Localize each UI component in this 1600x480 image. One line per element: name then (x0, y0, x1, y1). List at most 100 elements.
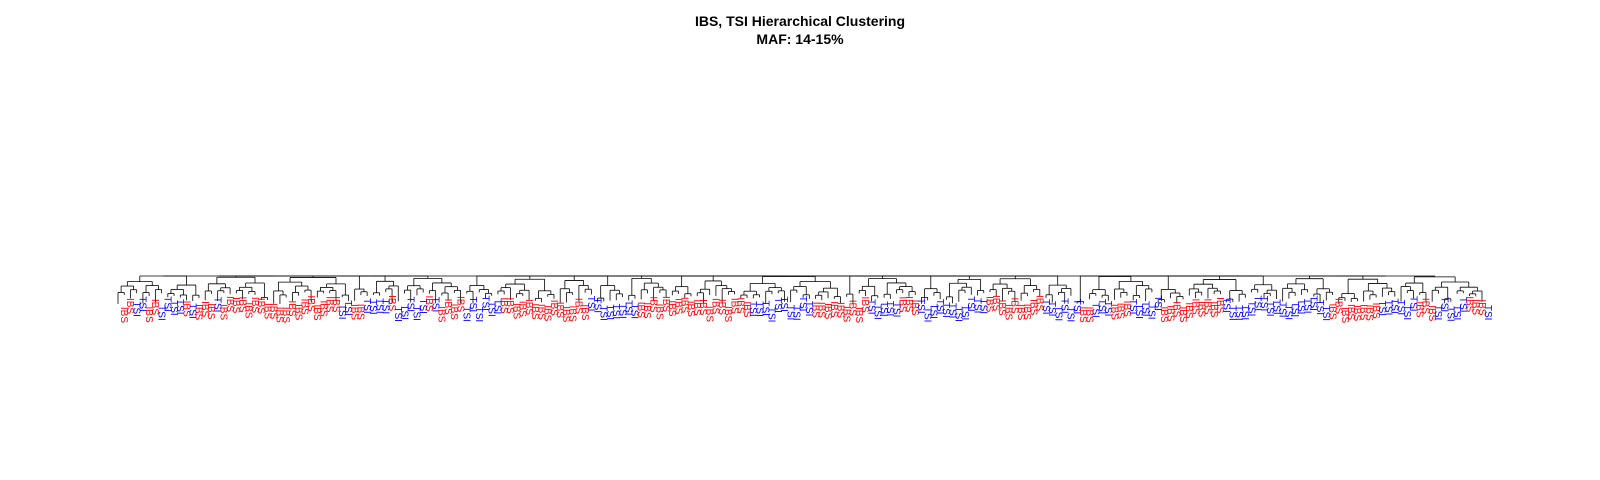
leaf-label-ibs: IBS (685, 301, 696, 317)
leaf-label-tsi: TSI (1457, 297, 1468, 313)
leaf-label-ibs: IBS (1357, 304, 1368, 320)
leaf-label-ibs: IBS (124, 298, 135, 314)
leaf-label-tsi: TSI (1482, 305, 1493, 321)
leaf-label-tsi: TSI (361, 298, 372, 314)
leaf-label-tsi: TSI (778, 296, 789, 312)
leaf-label-tsi: TSI (890, 302, 901, 318)
leaf-label-tsi: TSI (1445, 306, 1456, 322)
leaf-label-ibs: IBS (448, 304, 459, 320)
leaf-label-tsi: TSI (1146, 304, 1157, 320)
leaf-label-ibs: IBS (728, 298, 739, 314)
leaf-label-tsi: TSI (1096, 299, 1107, 315)
leaf-label-tsi: TSI (1139, 301, 1150, 317)
leaf-label-tsi: TSI (915, 298, 926, 314)
leaf-label-ibs: IBS (498, 297, 509, 313)
leaf-labels: IBSIBSTSITSIIBSIBSTSITSITSITSIIBSTSIIBSI… (118, 295, 1493, 323)
leaf-label-ibs: IBS (903, 296, 914, 312)
leaf-label-ibs: IBS (1345, 304, 1356, 320)
leaf-label-tsi: TSI (959, 305, 970, 321)
leaf-label-tsi: TSI (1071, 299, 1082, 315)
leaf-label-ibs: IBS (641, 302, 652, 318)
leaf-label-ibs: IBS (454, 296, 465, 312)
leaf-label-ibs: IBS (847, 300, 858, 316)
leaf-label-ibs: IBS (274, 307, 285, 323)
leaf-label-ibs: IBS (261, 303, 272, 319)
leaf-label-tsi: TSI (1258, 296, 1269, 312)
leaf-label-ibs: IBS (292, 304, 303, 320)
leaf-label-ibs: IBS (735, 297, 746, 313)
leaf-label-ibs: IBS (1158, 306, 1169, 322)
leaf-label-tsi: TSI (380, 299, 391, 315)
leaf-label-ibs: IBS (1002, 304, 1013, 320)
leaf-label-ibs: IBS (280, 307, 291, 323)
leaf-label-tsi: TSI (1052, 306, 1063, 322)
leaf-label-ibs: IBS (666, 300, 677, 316)
leaf-label-ibs: IBS (1164, 305, 1175, 321)
leaf-label-ibs: IBS (1326, 303, 1337, 319)
leaf-label-tsi: TSI (616, 303, 627, 319)
leaf-label-tsi: TSI (585, 296, 596, 312)
leaf-label-ibs: IBS (149, 299, 160, 315)
leaf-label-tsi: TSI (1407, 296, 1418, 312)
leaf-label-tsi: TSI (1301, 298, 1312, 314)
leaf-label-tsi: TSI (878, 301, 889, 317)
leaf-label-tsi: TSI (162, 296, 173, 312)
leaf-label-tsi: TSI (429, 297, 440, 313)
leaf-label-tsi: TSI (1314, 300, 1325, 316)
leaf-label-tsi: TSI (747, 301, 758, 317)
leaf-label-tsi: TSI (1252, 295, 1263, 311)
leaf-label-tsi: TSI (946, 303, 957, 319)
leaf-label-tsi: TSI (1395, 300, 1406, 316)
leaf-label-tsi: TSI (604, 305, 615, 321)
leaf-label-ibs: IBS (205, 303, 216, 319)
leaf-label-ibs: IBS (1171, 301, 1182, 317)
leaf-label-ibs: IBS (255, 298, 266, 314)
leaf-label-tsi: TSI (473, 307, 484, 323)
leaf-label-ibs: IBS (834, 302, 845, 318)
leaf-label-tsi: TSI (1264, 301, 1275, 317)
leaf-label-tsi: TSI (187, 303, 198, 319)
leaf-label-tsi: TSI (398, 304, 409, 320)
leaf-label-tsi: TSI (1308, 295, 1319, 311)
leaf-label-tsi: TSI (934, 299, 945, 315)
leaf-label-ibs: IBS (859, 297, 870, 313)
leaf-label-tsi: TSI (760, 300, 771, 316)
leaf-label-ibs: IBS (828, 301, 839, 317)
leaf-label-tsi: TSI (137, 296, 148, 312)
leaf-label-tsi: TSI (1401, 305, 1412, 321)
leaf-label-ibs: IBS (1177, 306, 1188, 322)
leaf-label-tsi: TSI (921, 307, 932, 323)
chart-title: IBS, TSI Hierarchical Clustering (694, 13, 906, 29)
leaf-label-tsi: TSI (1289, 302, 1300, 318)
leaf-label-ibs: IBS (1108, 304, 1119, 320)
leaf-label-tsi: TSI (1102, 301, 1113, 317)
leaf-label-ibs: IBS (809, 302, 820, 318)
leaf-label-ibs: IBS (1196, 301, 1207, 317)
leaf-label-ibs: IBS (199, 301, 210, 317)
leaf-label-ibs: IBS (218, 304, 229, 320)
leaf-label-ibs: IBS (230, 297, 241, 313)
leaf-label-tsi: TSI (622, 300, 633, 316)
leaf-label-ibs: IBS (984, 296, 995, 312)
leaf-label-ibs: IBS (1426, 305, 1437, 321)
leaf-label-ibs: IBS (542, 305, 553, 321)
leaf-label-ibs: IBS (143, 307, 154, 323)
leaf-label-ibs: IBS (1077, 307, 1088, 323)
leaf-label-tsi: TSI (953, 306, 964, 322)
leaf-label-ibs: IBS (243, 302, 254, 318)
leaf-label-ibs: IBS (647, 296, 658, 312)
leaf-label-ibs: IBS (299, 299, 310, 315)
leaf-label-tsi: TSI (940, 302, 951, 318)
leaf-label-ibs: IBS (1121, 301, 1132, 317)
leaf-label-ibs: IBS (224, 296, 235, 312)
leaf-label-ibs: IBS (1364, 305, 1375, 321)
leaf-label-ibs: IBS (355, 304, 366, 320)
leaf-label-tsi: TSI (591, 297, 602, 313)
leaf-label-tsi: TSI (1065, 307, 1076, 323)
leaf-label-tsi: TSI (467, 297, 478, 313)
leaf-label-tsi: TSI (1270, 299, 1281, 315)
leaf-label-ibs: IBS (554, 302, 565, 318)
leaf-label-tsi: TSI (797, 296, 808, 312)
leaf-label-ibs: IBS (348, 304, 359, 320)
